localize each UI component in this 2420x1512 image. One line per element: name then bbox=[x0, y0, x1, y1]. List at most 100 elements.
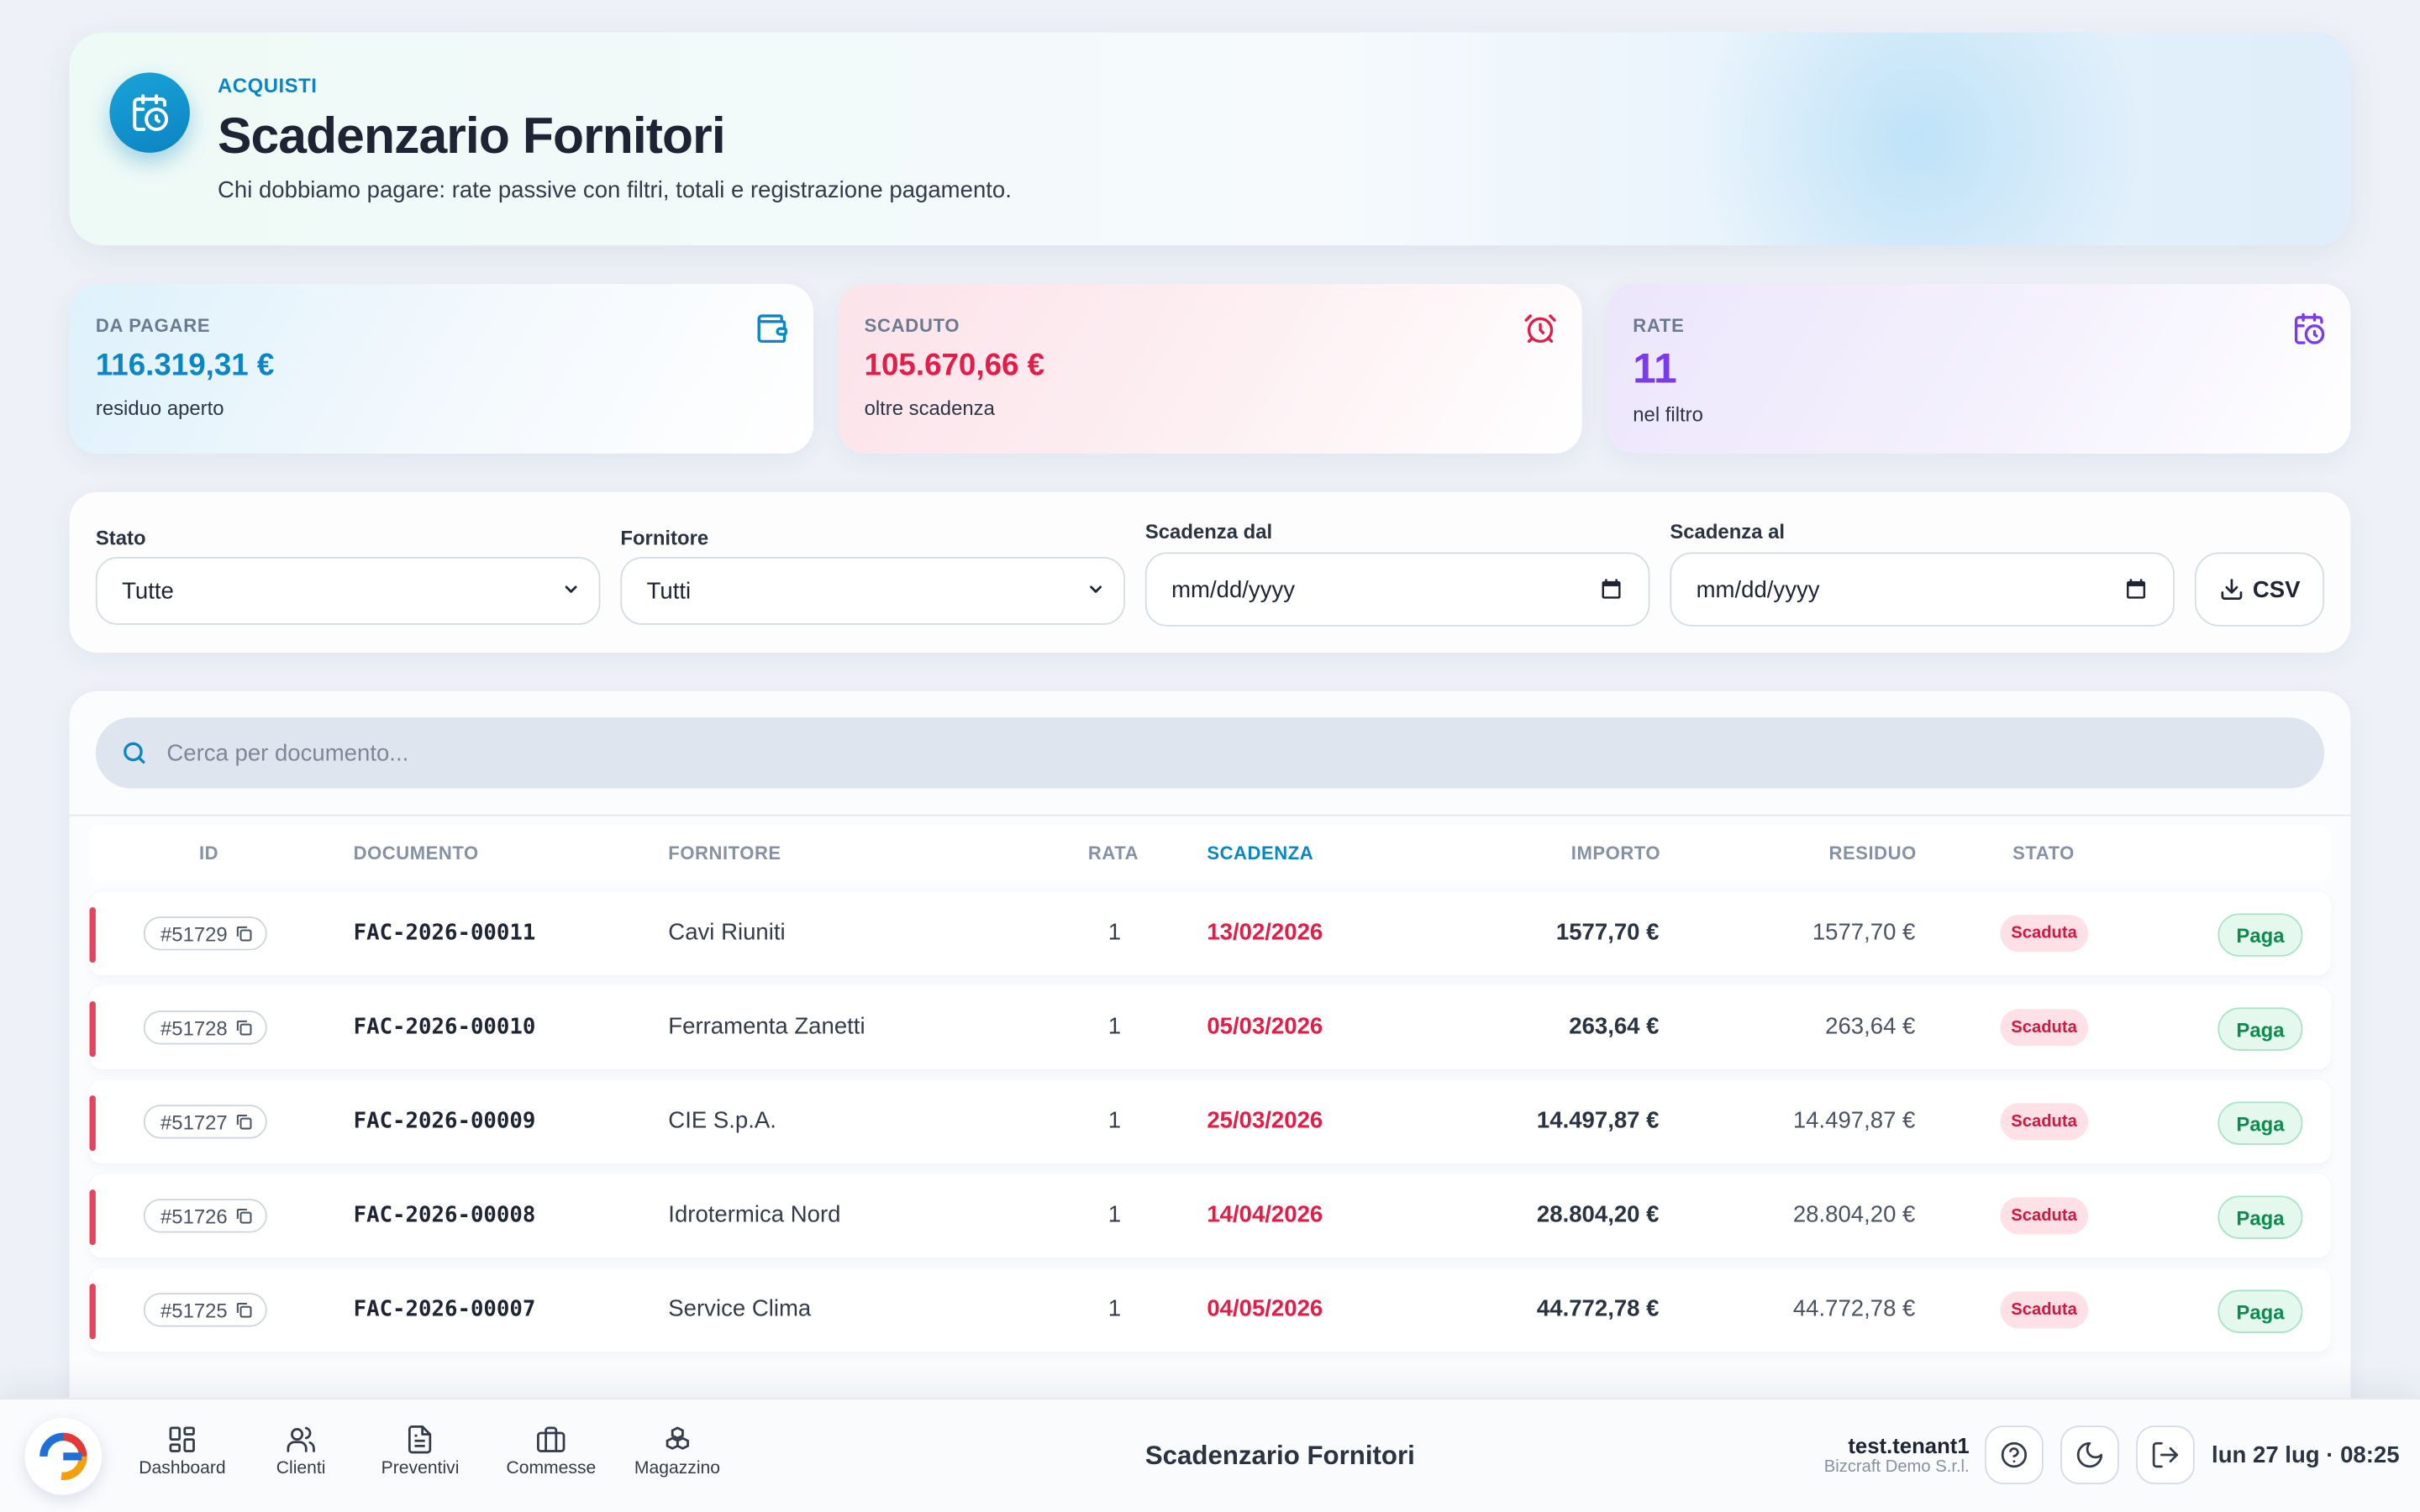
stato-select[interactable]: Tutte bbox=[95, 557, 601, 625]
nav-commesse[interactable]: Commesse bbox=[506, 1424, 596, 1478]
nav-label: Preventivi bbox=[381, 1459, 460, 1478]
calendar-icon[interactable] bbox=[2123, 577, 2148, 601]
pay-button[interactable]: Paga bbox=[2217, 1195, 2303, 1239]
document-icon bbox=[408, 1425, 432, 1454]
table-row[interactable]: #51725 FAC-2026-00007 Service Clima 1 04/05/… bbox=[89, 1268, 2331, 1352]
kpi-value: 105.670,66 € bbox=[864, 349, 1045, 383]
row-residuo: 28.804,20 € bbox=[1792, 1201, 1916, 1229]
logout-button[interactable] bbox=[2136, 1425, 2195, 1484]
stato-value: Tutte bbox=[122, 577, 174, 605]
current-page-title: Scadenzario Fornitori bbox=[1144, 1441, 1415, 1471]
row-documento[interactable]: FAC-2026-00009 bbox=[353, 1109, 536, 1134]
nav-magazzino[interactable]: Magazzino bbox=[634, 1424, 720, 1478]
col-importo[interactable]: IMPORTO bbox=[1570, 842, 1661, 864]
status-indicator-bar bbox=[89, 1189, 96, 1246]
logout-icon bbox=[2152, 1441, 2179, 1468]
row-scadenza: 04/05/2026 bbox=[1207, 1295, 1323, 1323]
row-id: #51729 bbox=[160, 921, 228, 945]
col-residuo[interactable]: RESIDUO bbox=[1828, 842, 1917, 864]
scadenza-dal-value: mm/dd/yyyy bbox=[1171, 576, 1296, 603]
nav-clienti[interactable]: Clienti bbox=[276, 1424, 325, 1478]
row-fornitore: CIE S.p.A. bbox=[668, 1107, 776, 1134]
fornitore-select[interactable]: Tutti bbox=[620, 557, 1125, 625]
col-fornitore[interactable]: FORNITORE bbox=[668, 842, 781, 864]
row-rata: 1 bbox=[1107, 1201, 1122, 1229]
table-row[interactable]: #51728 FAC-2026-00010 Ferramenta Zanetti 1 0… bbox=[89, 985, 2331, 1069]
row-fornitore: Idrotermica Nord bbox=[668, 1201, 841, 1229]
app-logo[interactable] bbox=[24, 1417, 103, 1495]
copy-icon bbox=[237, 1303, 253, 1318]
id-chip[interactable]: #51727 bbox=[143, 1105, 268, 1139]
export-csv-button[interactable]: CSV bbox=[2194, 552, 2325, 627]
copy-icon bbox=[237, 926, 253, 942]
row-fornitore: Cavi Riuniti bbox=[668, 919, 786, 946]
calendar-icon[interactable] bbox=[1599, 577, 1623, 601]
row-fornitore: Service Clima bbox=[668, 1295, 812, 1323]
row-importo: 263,64 € bbox=[1569, 1013, 1660, 1040]
row-documento[interactable]: FAC-2026-00008 bbox=[353, 1203, 536, 1229]
row-scadenza: 14/04/2026 bbox=[1207, 1201, 1323, 1229]
search-input[interactable]: Cerca per documento... bbox=[95, 717, 2325, 789]
id-chip[interactable]: #51725 bbox=[143, 1293, 268, 1327]
pay-button[interactable]: Paga bbox=[2217, 913, 2303, 957]
alarm-clock-icon bbox=[1524, 314, 1556, 344]
col-documento[interactable]: DOCUMENTO bbox=[353, 842, 479, 864]
kpi-label: RATE bbox=[1633, 314, 1685, 337]
row-rata: 1 bbox=[1107, 1295, 1122, 1323]
table-row[interactable]: #51727 FAC-2026-00009 CIE S.p.A. 1 25/03/202… bbox=[89, 1079, 2331, 1163]
col-stato[interactable]: STATO bbox=[2012, 842, 2075, 864]
pay-button[interactable]: Paga bbox=[2217, 1289, 2303, 1333]
copy-icon bbox=[237, 1020, 253, 1036]
status-badge: Scaduta bbox=[2000, 1009, 2088, 1047]
table-panel: Cerca per documento... ID DOCUMENTO FORN… bbox=[69, 690, 2351, 1512]
user-info: test.tenant1 Bizcraft Demo S.r.l. bbox=[1824, 1433, 1970, 1476]
datetime: lun 27 lug · 08:25 bbox=[2212, 1442, 2400, 1469]
nav-label: Magazzino bbox=[634, 1459, 721, 1478]
kpi-card-rate: RATE 11 nel filtro bbox=[1607, 283, 2351, 454]
row-importo: 28.804,20 € bbox=[1536, 1201, 1660, 1229]
table-row[interactable]: #51726 FAC-2026-00008 Idrotermica Nord 1 14/… bbox=[89, 1173, 2331, 1257]
page-subtitle: Chi dobbiamo pagare: rate passive con fi… bbox=[217, 177, 1012, 204]
scadenza-al-input[interactable]: mm/dd/yyyy bbox=[1670, 552, 2175, 627]
id-chip[interactable]: #51726 bbox=[143, 1199, 268, 1233]
row-id: #51727 bbox=[160, 1110, 228, 1134]
id-chip[interactable]: #51729 bbox=[143, 916, 268, 951]
chevron-down-icon bbox=[1090, 585, 1102, 593]
pay-button[interactable]: Paga bbox=[2217, 1101, 2303, 1145]
scadenza-dal-input[interactable]: mm/dd/yyyy bbox=[1144, 552, 1650, 627]
calendar-clock-icon bbox=[2294, 312, 2325, 344]
row-documento[interactable]: FAC-2026-00007 bbox=[353, 1297, 536, 1323]
kpi-note: oltre scadenza bbox=[864, 396, 995, 420]
scadenza-dal-label: Scadenza dal bbox=[1144, 519, 1273, 543]
row-documento[interactable]: FAC-2026-00011 bbox=[353, 921, 536, 946]
table-row[interactable]: #51729 FAC-2026-00011 Cavi Riuniti 1 13/02/2… bbox=[89, 891, 2331, 975]
calendar-clock-icon bbox=[109, 72, 190, 153]
help-button[interactable] bbox=[1985, 1425, 2044, 1484]
stato-label: Stato bbox=[95, 526, 146, 549]
status-indicator-bar bbox=[89, 1001, 96, 1058]
row-scadenza: 05/03/2026 bbox=[1207, 1013, 1323, 1040]
copy-icon bbox=[237, 1208, 253, 1224]
theme-toggle-button[interactable] bbox=[2060, 1425, 2119, 1484]
page-title: Scadenzario Fornitori bbox=[217, 106, 726, 164]
status-indicator-bar bbox=[89, 906, 96, 963]
row-residuo: 263,64 € bbox=[1825, 1013, 1916, 1040]
nav-label: Commesse bbox=[506, 1459, 597, 1478]
download-icon bbox=[2220, 579, 2242, 600]
row-residuo: 44.772,78 € bbox=[1792, 1295, 1916, 1323]
row-documento[interactable]: FAC-2026-00010 bbox=[353, 1015, 536, 1040]
status-indicator-bar bbox=[89, 1095, 96, 1152]
row-importo: 14.497,87 € bbox=[1536, 1107, 1660, 1134]
chevron-down-icon bbox=[565, 585, 577, 593]
scadenza-al-value: mm/dd/yyyy bbox=[1696, 576, 1820, 603]
col-rata[interactable]: RATA bbox=[1087, 842, 1139, 864]
row-id: #51728 bbox=[160, 1016, 228, 1040]
pay-button[interactable]: Paga bbox=[2217, 1007, 2303, 1051]
id-chip[interactable]: #51728 bbox=[143, 1011, 268, 1045]
col-id[interactable]: ID bbox=[198, 842, 219, 864]
status-badge: Scaduta bbox=[2000, 1291, 2088, 1329]
col-scadenza[interactable]: SCADENZA bbox=[1207, 842, 1314, 864]
nav-dashboard[interactable]: Dashboard bbox=[139, 1424, 226, 1478]
row-rata: 1 bbox=[1107, 919, 1122, 946]
nav-preventivi[interactable]: Preventivi bbox=[381, 1424, 460, 1478]
